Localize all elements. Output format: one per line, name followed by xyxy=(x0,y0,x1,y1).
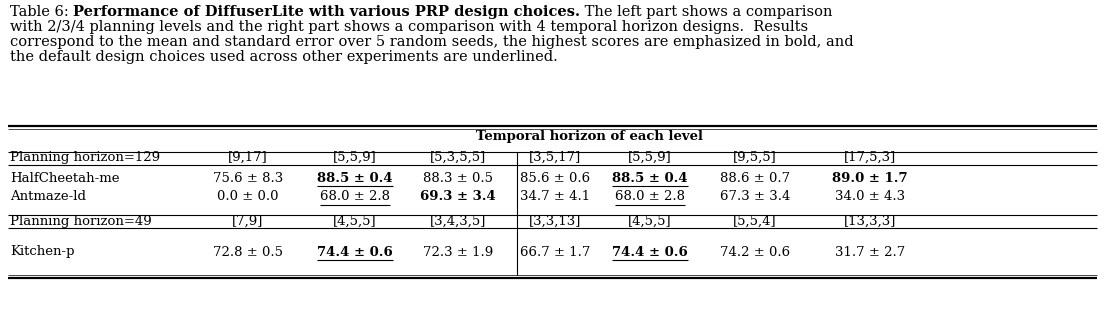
Text: [13,3,3]: [13,3,3] xyxy=(844,214,896,227)
Text: 88.5 ± 0.4: 88.5 ± 0.4 xyxy=(612,172,687,185)
Text: Planning horizon=49: Planning horizon=49 xyxy=(10,214,151,227)
Text: 74.2 ± 0.6: 74.2 ± 0.6 xyxy=(720,245,790,259)
Text: 69.3 ± 3.4: 69.3 ± 3.4 xyxy=(420,191,496,204)
Text: [5,5,9]: [5,5,9] xyxy=(628,150,672,163)
Text: correspond to the mean and standard error over 5 random seeds, the highest score: correspond to the mean and standard erro… xyxy=(10,35,854,49)
Text: 66.7 ± 1.7: 66.7 ± 1.7 xyxy=(519,245,590,259)
Text: [7,9]: [7,9] xyxy=(232,214,264,227)
Text: 74.4 ± 0.6: 74.4 ± 0.6 xyxy=(317,245,393,259)
Text: [9,17]: [9,17] xyxy=(228,150,267,163)
Text: 74.4 ± 0.6: 74.4 ± 0.6 xyxy=(612,245,688,259)
Text: 88.3 ± 0.5: 88.3 ± 0.5 xyxy=(423,172,493,185)
Text: [5,3,5,5]: [5,3,5,5] xyxy=(430,150,486,163)
Text: 72.3 ± 1.9: 72.3 ± 1.9 xyxy=(423,245,493,259)
Text: HalfCheetah-me: HalfCheetah-me xyxy=(10,172,119,185)
Text: 68.0 ± 2.8: 68.0 ± 2.8 xyxy=(615,191,685,204)
Text: 34.7 ± 4.1: 34.7 ± 4.1 xyxy=(520,191,590,204)
Text: [3,3,13]: [3,3,13] xyxy=(529,214,581,227)
Text: Kitchen-p: Kitchen-p xyxy=(10,245,74,259)
Text: [4,5,5]: [4,5,5] xyxy=(628,214,672,227)
Text: [5,5,4]: [5,5,4] xyxy=(734,214,777,227)
Text: the default design choices used across other experiments are underlined.: the default design choices used across o… xyxy=(10,50,558,64)
Text: 34.0 ± 4.3: 34.0 ± 4.3 xyxy=(835,191,905,204)
Text: Antmaze-ld: Antmaze-ld xyxy=(10,191,86,204)
Text: 0.0 ± 0.0: 0.0 ± 0.0 xyxy=(218,191,278,204)
Text: [3,4,3,5]: [3,4,3,5] xyxy=(430,214,486,227)
Text: [5,5,9]: [5,5,9] xyxy=(333,150,377,163)
Text: Table 6:: Table 6: xyxy=(10,5,73,19)
Text: 67.3 ± 3.4: 67.3 ± 3.4 xyxy=(719,191,790,204)
Text: with 2/3/4 planning levels and the right part shows a comparison with 4 temporal: with 2/3/4 planning levels and the right… xyxy=(10,20,808,34)
Text: 68.0 ± 2.8: 68.0 ± 2.8 xyxy=(320,191,390,204)
Text: The left part shows a comparison: The left part shows a comparison xyxy=(580,5,833,19)
Text: Planning horizon=129: Planning horizon=129 xyxy=(10,150,160,163)
Text: 72.8 ± 0.5: 72.8 ± 0.5 xyxy=(213,245,283,259)
Text: Temporal horizon of each level: Temporal horizon of each level xyxy=(475,130,703,143)
Text: [4,5,5]: [4,5,5] xyxy=(334,214,377,227)
Text: 88.5 ± 0.4: 88.5 ± 0.4 xyxy=(317,172,392,185)
Text: [3,5,17]: [3,5,17] xyxy=(529,150,581,163)
Text: [9,5,5]: [9,5,5] xyxy=(733,150,777,163)
Text: [17,5,3]: [17,5,3] xyxy=(844,150,896,163)
Text: 89.0 ± 1.7: 89.0 ± 1.7 xyxy=(832,172,908,185)
Text: Performance of DiffuserLite with various PRP design choices.: Performance of DiffuserLite with various… xyxy=(73,5,580,19)
Text: 31.7 ± 2.7: 31.7 ± 2.7 xyxy=(835,245,905,259)
Text: 75.6 ± 8.3: 75.6 ± 8.3 xyxy=(213,172,283,185)
Text: 88.6 ± 0.7: 88.6 ± 0.7 xyxy=(720,172,790,185)
Text: 85.6 ± 0.6: 85.6 ± 0.6 xyxy=(520,172,590,185)
